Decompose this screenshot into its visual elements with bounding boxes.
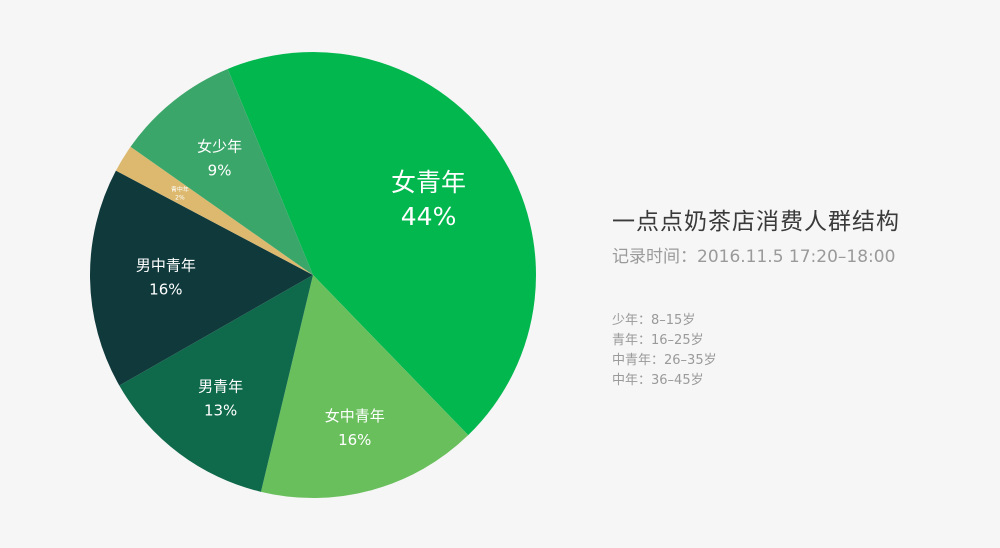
pie-slice: [115, 146, 314, 275]
slice-label: 男青年: [198, 377, 243, 395]
slice-label: 男中青年: [136, 257, 196, 275]
slice-value-label: 13%: [204, 401, 237, 419]
pie-slice: [119, 275, 314, 492]
pie-slice: [90, 170, 313, 386]
chart-title: 一点点奶茶店消费人群结构: [612, 209, 900, 235]
slice-label: 女少年: [197, 138, 242, 156]
age-legend: 少年：8–15岁 青年：16–25岁 中青年：26–35岁 中年：36–45岁: [612, 311, 717, 391]
age-note-middle: 中年：36–45岁: [612, 373, 704, 388]
slice-label: 女中青年: [325, 407, 385, 425]
slice-value-label: 16%: [149, 281, 182, 299]
slice-value-label: 16%: [338, 431, 371, 449]
slice-value-label: 2%: [175, 195, 185, 202]
slice-label: 女青年: [391, 168, 466, 197]
slice-value-label: 44%: [401, 202, 457, 231]
chart-subtitle: 记录时间：2016.11.5 17:20–18:00: [612, 247, 896, 267]
pie-slice: [227, 51, 536, 436]
age-note-juvenile: 少年：8–15岁: [612, 313, 696, 328]
slice-label: 青中年: [171, 186, 189, 194]
pie-slice: [260, 275, 469, 499]
title-block: 一点点奶茶店消费人群结构 记录时间：2016.11.5 17:20–18:00: [612, 202, 900, 267]
age-note-young-middle: 中青年：26–35岁: [612, 353, 717, 368]
age-note-youth: 青年：16–25岁: [612, 333, 704, 348]
slice-value-label: 9%: [208, 162, 232, 180]
pie-slice: [130, 68, 313, 276]
